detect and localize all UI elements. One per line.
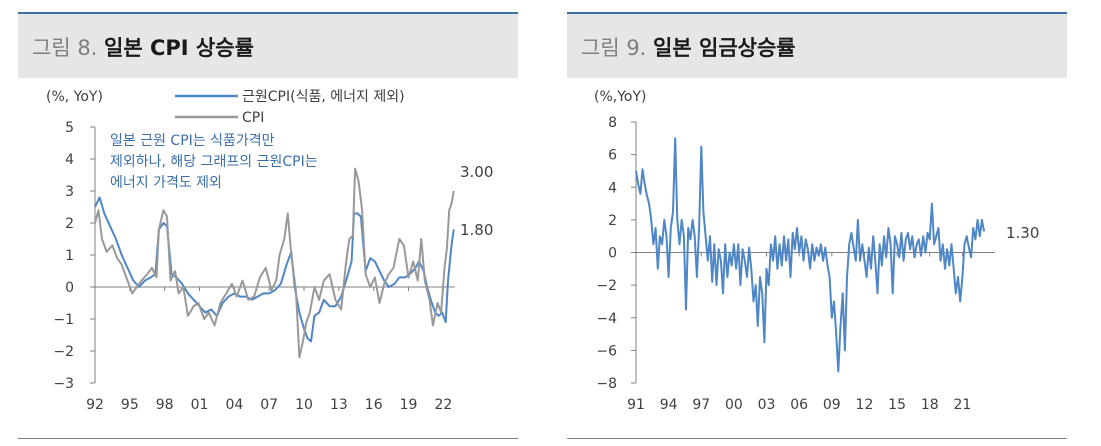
y-tick-label: −1	[53, 312, 74, 328]
legend-label-core-cpi: 근원CPI(식품, 에너지 제외)	[242, 89, 405, 105]
x-tick-label: 03	[758, 397, 776, 413]
x-tick-label: 15	[888, 397, 906, 413]
figure-title: 그림 8. 일본 CPI 상승률	[32, 32, 254, 62]
x-tick-label: 09	[823, 397, 841, 413]
x-tick-label: 12	[856, 397, 874, 413]
x-tick-label: 00	[725, 397, 743, 413]
end-label-wage: 1.30	[1006, 224, 1039, 242]
figure-name: 일본 CPI 상승률	[104, 36, 254, 60]
series-line-primary	[94, 196, 455, 343]
annotation-line-2: 제외하나, 해당 그래프의 근원CPI는	[110, 154, 318, 170]
y-tick-label: 5	[65, 120, 74, 136]
end-label-cpi: 3.00	[460, 163, 493, 181]
y-unit-label: (%,YoY)	[594, 89, 647, 105]
annotation-line-1: 일본 근원 CPI는 식품가격만	[110, 133, 275, 149]
figure-number: 그림 8.	[32, 36, 98, 60]
figure-title: 그림 9. 일본 임금상승률	[581, 32, 796, 62]
y-tick-label: 2	[608, 213, 617, 229]
x-tick-label: 94	[660, 397, 678, 413]
figure-header	[567, 14, 1067, 78]
figure-number: 그림 9.	[581, 36, 647, 60]
x-tick-label: 22	[434, 397, 452, 413]
x-tick-label: 97	[692, 397, 710, 413]
header-top-rule	[18, 12, 518, 14]
y-unit-label: (%, YoY)	[46, 89, 103, 105]
y-tick-label: −2	[596, 278, 617, 294]
x-tick-label: 91	[627, 397, 645, 413]
figure-bottom-rule	[18, 438, 518, 439]
y-tick-label: −4	[596, 311, 617, 327]
series-line-primary	[635, 137, 986, 373]
x-tick-label: 10	[295, 397, 313, 413]
x-tick-label: 04	[225, 397, 243, 413]
figure-bottom-rule	[567, 438, 1067, 439]
x-tick-label: 16	[365, 397, 383, 413]
x-tick-label: 18	[921, 397, 939, 413]
x-tick-label: 01	[191, 397, 209, 413]
x-tick-label: 92	[86, 397, 104, 413]
y-tick-label: −6	[596, 343, 617, 359]
y-tick-label: 4	[608, 180, 617, 196]
y-tick-label: 3	[65, 184, 74, 200]
figure-header	[18, 14, 518, 78]
y-tick-label: −8	[596, 376, 617, 392]
end-label-core-cpi: 1.80	[460, 221, 493, 239]
header-top-rule	[567, 12, 1067, 14]
cpi-line-chart: (%, YoY) 근원CPI(식품, 에너지 제외) CPI 일본 근원 CPI…	[46, 89, 493, 413]
x-tick-label: 98	[156, 397, 174, 413]
series-line-secondary	[94, 167, 455, 359]
y-tick-label: 0	[65, 280, 74, 296]
wage-growth-line-chart: (%,YoY) 1.30 8 6 4 2 0 −2 −4 −6 −8 91 94 97 00 03 06 09…	[594, 89, 1039, 413]
figure-8-panel: 그림 8. 일본 CPI 상승률 (%, YoY) 근원CPI(식품, 에너지 …	[18, 0, 518, 446]
x-tick-label: 95	[121, 397, 139, 413]
figure-9-panel: 그림 9. 일본 임금상승률 (%,YoY) 1.30 8 6 4 2 0 −2 −4 −6 −…	[567, 0, 1067, 446]
x-tick-label: 21	[953, 397, 971, 413]
annotation-line-3: 에너지 가격도 제외	[110, 175, 222, 191]
y-tick-label: 1	[65, 248, 74, 264]
x-tick-label: 13	[330, 397, 348, 413]
x-tick-label: 19	[400, 397, 418, 413]
y-tick-label: 2	[65, 216, 74, 232]
y-tick-label: −3	[53, 376, 74, 392]
y-tick-label: 8	[608, 115, 617, 131]
legend-label-cpi: CPI	[242, 110, 264, 126]
y-tick-label: −2	[53, 344, 74, 360]
figure-name: 일본 임금상승률	[653, 36, 796, 60]
x-tick-label: 07	[260, 397, 278, 413]
y-tick-label: 4	[65, 152, 74, 168]
y-tick-label: 6	[608, 148, 617, 164]
y-tick-label: 0	[608, 246, 617, 262]
x-tick-label: 06	[790, 397, 808, 413]
